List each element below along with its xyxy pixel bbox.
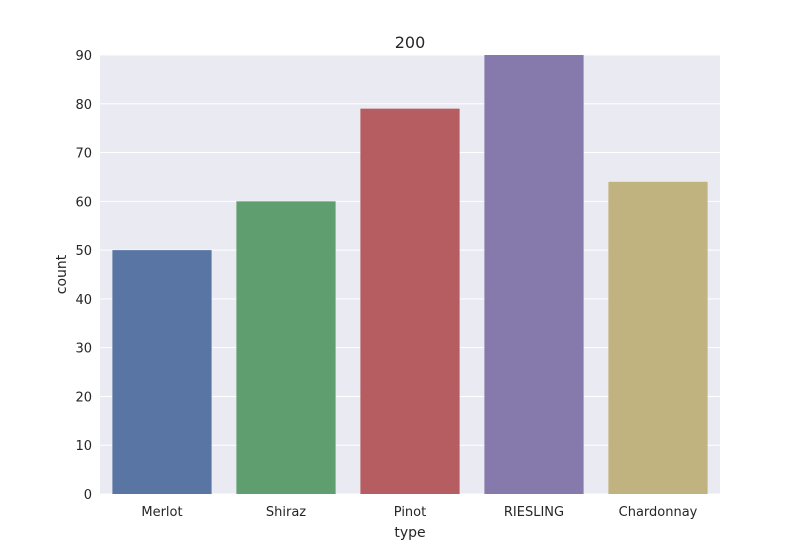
x-axis-label: type — [394, 525, 425, 541]
y-axis-ticks: 0 10 20 30 40 50 60 70 80 90 — [75, 49, 92, 503]
x-tick-label: Merlot — [141, 505, 182, 520]
x-tick-label: RIESLING — [504, 505, 564, 520]
bar-merlot — [112, 250, 212, 494]
chart-title: 200 — [395, 33, 426, 52]
x-tick-label: Shiraz — [266, 505, 306, 520]
y-tick-label: 10 — [75, 439, 92, 454]
x-tick-label: Chardonnay — [619, 505, 698, 520]
y-tick-label: 20 — [75, 390, 92, 405]
y-tick-label: 40 — [75, 293, 92, 308]
bars — [112, 55, 708, 495]
y-tick-label: 50 — [75, 244, 92, 259]
x-tick-label: Pinot — [394, 505, 426, 520]
y-tick-label: 30 — [75, 342, 92, 357]
bar-chardonnay — [608, 181, 708, 495]
y-tick-label: 90 — [75, 49, 92, 64]
y-axis-label: count — [54, 254, 70, 294]
x-axis-ticks: Merlot Shiraz Pinot RIESLING Chardonnay — [141, 505, 697, 520]
y-tick-label: 80 — [75, 98, 92, 113]
y-tick-label: 0 — [84, 488, 92, 503]
y-tick-label: 70 — [75, 147, 92, 162]
y-tick-label: 60 — [75, 195, 92, 210]
bar-riesling — [484, 55, 584, 494]
bar-pinot — [360, 108, 460, 495]
bar-shiraz — [236, 201, 336, 495]
